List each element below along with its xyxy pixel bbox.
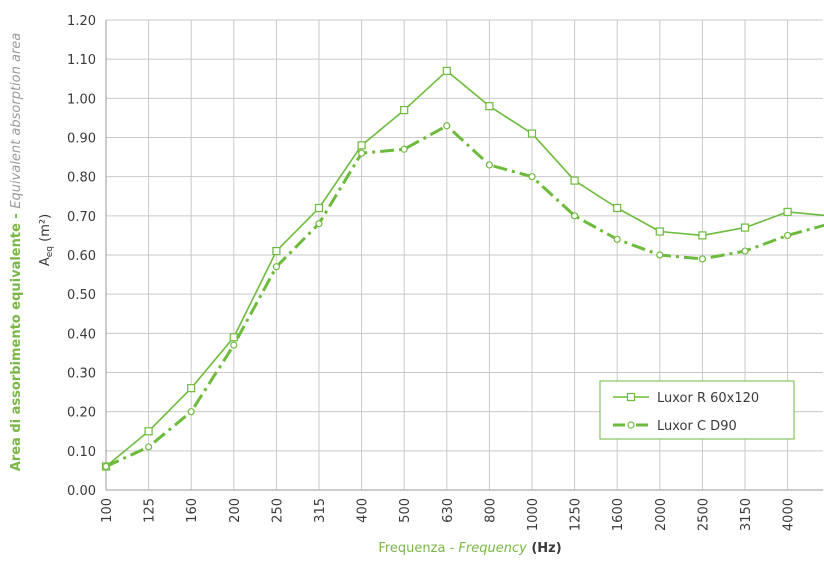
data-point-circle	[102, 462, 110, 471]
data-point-circle	[187, 408, 195, 416]
y-tick-label: 0.40	[67, 327, 96, 342]
x-tick-label: 2000	[654, 498, 669, 531]
y-tick-label: 0.50	[67, 288, 96, 303]
data-point-circle	[698, 255, 707, 263]
data-point-square	[527, 129, 537, 138]
legend-box	[599, 380, 795, 440]
y-tick-label: 0.90	[67, 132, 96, 147]
data-point-square	[613, 203, 622, 213]
data-point-circle	[783, 231, 792, 240]
data-point-square	[485, 102, 494, 111]
x-tick-label: 1600	[611, 498, 626, 531]
data-point-square	[229, 333, 238, 342]
y-axis-symbol: Aeq (m²)	[38, 214, 55, 266]
x-tick-label: 800	[483, 498, 498, 523]
y-tick-label: 0.80	[67, 171, 96, 186]
x-axis-title: Frequenza - Frequency (Hz)	[378, 541, 561, 556]
x-tick-label: 125	[143, 498, 158, 523]
data-point-square	[187, 384, 196, 393]
data-point-circle	[741, 247, 749, 255]
data-point-circle	[656, 251, 664, 259]
series-line-0	[105, 70, 824, 468]
data-point-circle	[230, 341, 238, 349]
data-point-square	[740, 223, 750, 232]
y-axis-title: Area di assorbimento equivalente - Equiv…	[9, 33, 24, 472]
x-tick-label: 200	[228, 498, 243, 523]
x-tick-label: 630	[441, 498, 456, 523]
x-tick-label: 400	[356, 498, 371, 523]
x-tick-label: 160	[185, 498, 200, 523]
legend-label-luxor-c: Luxor C D90	[657, 419, 737, 434]
data-point-circle	[315, 220, 323, 228]
x-tick-label: 1250	[569, 498, 584, 531]
data-point-circle	[613, 235, 621, 243]
y-tick-label: 0.20	[67, 406, 96, 421]
data-point-circle	[443, 122, 451, 130]
y-tick-label: 0.10	[67, 445, 96, 460]
x-tick-label: 3150	[739, 498, 754, 531]
y-tick-label: 0.30	[67, 367, 96, 382]
legend-marker-luxor-c	[627, 421, 635, 429]
legend-label-luxor-r: Luxor R 60x120	[657, 391, 759, 406]
data-point-square	[442, 66, 451, 76]
data-point-square	[698, 231, 707, 240]
legend-marker-luxor-r	[626, 392, 636, 402]
y-tick-label: 1.10	[67, 53, 96, 68]
data-point-square	[357, 141, 366, 150]
x-tick-label: 315	[313, 498, 328, 523]
data-point-square	[272, 246, 281, 256]
x-tick-label: 100	[100, 498, 115, 523]
data-point-circle	[400, 145, 408, 153]
y-tick-label: 0.70	[67, 210, 96, 225]
legend: Luxor R 60x120 Luxor C D90	[599, 380, 795, 440]
x-axis-ticks: 100 125 160 200 250 315 400 500 630 800 1000 1250 16…	[100, 498, 797, 531]
data-point-square	[400, 105, 409, 115]
series-line-1	[105, 124, 824, 468]
series-group	[101, 66, 824, 471]
data-point-square	[144, 427, 153, 436]
data-point-circle	[272, 263, 280, 271]
data-point-circle	[485, 161, 493, 169]
x-tick-label: 250	[270, 498, 285, 523]
y-axis-ticks: 0.00 0.10 0.20 0.30 0.40 0.50 0.60 0.70 0.80 0.90…	[67, 14, 96, 499]
y-tick-label: 1.20	[67, 14, 96, 29]
y-tick-label: 0.60	[67, 249, 96, 264]
x-tick-label: 1000	[526, 498, 541, 531]
data-point-circle	[145, 443, 153, 451]
x-tick-label: 2500	[696, 498, 711, 531]
y-tick-label: 1.00	[67, 92, 96, 107]
data-point-square	[783, 207, 792, 217]
data-point-circle	[528, 173, 536, 181]
x-tick-label: 4000	[782, 498, 797, 531]
data-point-square	[655, 227, 664, 236]
data-point-square	[314, 203, 324, 213]
data-point-circle	[570, 212, 579, 220]
data-point-square	[570, 176, 579, 185]
y-tick-label: 0.00	[67, 484, 96, 499]
data-point-circle	[358, 149, 366, 157]
x-tick-label: 500	[398, 498, 413, 523]
